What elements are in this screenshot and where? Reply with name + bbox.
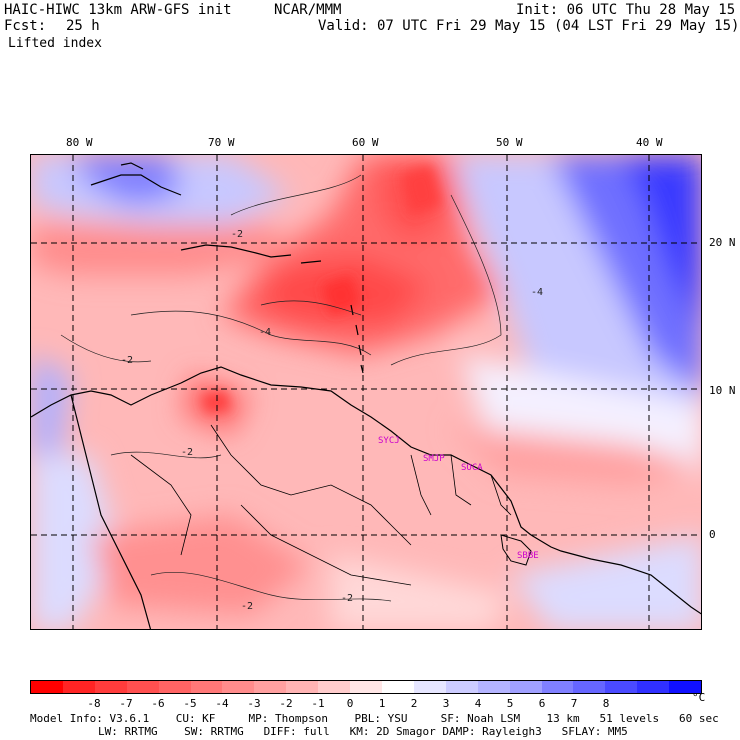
colorbar-tick-label: 4 bbox=[474, 697, 482, 710]
colorbar-swatch bbox=[381, 681, 414, 693]
colorbar-swatch bbox=[413, 681, 446, 693]
colorbar-tick-label: -3 bbox=[247, 697, 261, 710]
colorbar-tick-label: -2 bbox=[279, 697, 293, 710]
colorbar-swatch bbox=[573, 681, 606, 693]
lon-label-50w: 50 W bbox=[496, 136, 523, 149]
field-name: Lifted index bbox=[8, 36, 102, 51]
colorbar-tick-label: 3 bbox=[442, 697, 450, 710]
colorbar-swatch bbox=[445, 681, 478, 693]
contour-label: -4 bbox=[531, 287, 543, 298]
map-canvas: -2 -4 -2 -2 -4 -2 -2 SYCJ SMJP SOCA SBBE bbox=[31, 155, 701, 629]
colorbar-swatch bbox=[541, 681, 574, 693]
colorbar-swatch bbox=[350, 681, 382, 693]
colorbar-tick-label: -4 bbox=[215, 697, 229, 710]
lon-label-80w: 80 W bbox=[66, 136, 93, 149]
colorbar-tick-label: -7 bbox=[119, 697, 133, 710]
lat-label-20n: 20 N bbox=[709, 236, 736, 249]
contours bbox=[60, 174, 502, 602]
model-title: HAIC-HIWC 13km ARW-GFS init bbox=[4, 2, 232, 18]
colorbar-tick-label: -6 bbox=[151, 697, 165, 710]
colorbar-tick-label: 7 bbox=[570, 697, 578, 710]
colorbar-swatch bbox=[318, 681, 351, 693]
colorbar-tick-label: -8 bbox=[87, 697, 101, 710]
station-label-sycj: SYCJ bbox=[378, 436, 400, 446]
contour-label: -2 bbox=[341, 593, 353, 604]
colorbar-swatch bbox=[158, 681, 191, 693]
colorbar-swatch bbox=[509, 681, 542, 693]
contour-label: -2 bbox=[121, 355, 133, 366]
colorbar-tick-label: 1 bbox=[378, 697, 386, 710]
contour-label: -2 bbox=[241, 601, 253, 612]
colorbar-tick-label: 2 bbox=[410, 697, 418, 710]
colorbar-swatch bbox=[31, 681, 63, 693]
colorbar-swatch bbox=[254, 681, 287, 693]
lat-label-10n: 10 N bbox=[709, 384, 736, 397]
colorbar-tick-label: 8 bbox=[602, 697, 610, 710]
org-label: NCAR/MMM bbox=[274, 2, 342, 18]
station-label-smjp: SMJP bbox=[423, 454, 445, 464]
colorbar-tick-label: 0 bbox=[346, 697, 354, 710]
lifted-index-map: -2 -4 -2 -2 -4 -2 -2 SYCJ SMJP SOCA SBBE bbox=[30, 154, 702, 630]
colorbar-unit: °C bbox=[692, 691, 706, 704]
colorbar-swatch bbox=[222, 681, 255, 693]
contour-label: -2 bbox=[231, 229, 243, 240]
coastlines bbox=[31, 162, 701, 629]
colorbar-tick-label: -5 bbox=[183, 697, 197, 710]
colorbar-tick-label: 6 bbox=[538, 697, 546, 710]
colorbar-swatch bbox=[477, 681, 510, 693]
contour-label: -2 bbox=[181, 447, 193, 458]
colorbar-swatch bbox=[62, 681, 95, 693]
colorbar-swatch bbox=[94, 681, 127, 693]
model-info-line2: LW: RRTMG SW: RRTMG DIFF: full KM: 2D Sm… bbox=[98, 725, 628, 738]
model-info-line1: Model Info: V3.6.1 CU: KF MP: Thompson P… bbox=[30, 712, 719, 725]
forecast-hour: 25 h bbox=[66, 18, 100, 34]
colorbar-swatch bbox=[669, 681, 702, 693]
lon-label-70w: 70 W bbox=[208, 136, 235, 149]
forecast-label: Fcst: bbox=[4, 18, 47, 34]
contour-label: -4 bbox=[259, 327, 271, 338]
colorbar-swatch bbox=[605, 681, 638, 693]
colorbar-swatch bbox=[637, 681, 670, 693]
valid-time: Valid: 07 UTC Fri 29 May 15 (04 LST Fri … bbox=[318, 18, 740, 34]
colorbar-swatch bbox=[190, 681, 223, 693]
colorbar-tick-label: 5 bbox=[506, 697, 514, 710]
colorbar bbox=[30, 680, 702, 694]
graticule bbox=[31, 155, 701, 629]
lon-label-40w: 40 W bbox=[636, 136, 663, 149]
station-label-sbbe: SBBE bbox=[517, 551, 539, 561]
init-time: Init: 06 UTC Thu 28 May 15 bbox=[516, 2, 736, 18]
colorbar-swatch bbox=[286, 681, 319, 693]
lat-label-0: 0 bbox=[709, 528, 716, 541]
colorbar-swatch bbox=[126, 681, 159, 693]
lon-label-60w: 60 W bbox=[352, 136, 379, 149]
station-label-soca: SOCA bbox=[461, 463, 483, 473]
colorbar-tick-label: -1 bbox=[311, 697, 325, 710]
